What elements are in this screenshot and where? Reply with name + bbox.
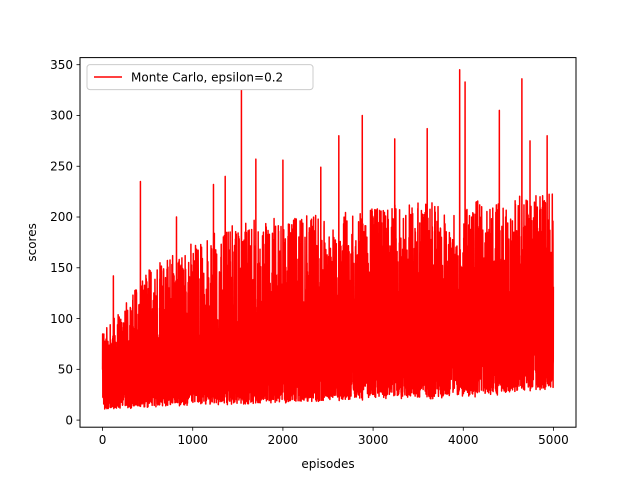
x-axis-label: episodes bbox=[301, 457, 354, 471]
series-line bbox=[101, 69, 555, 410]
x-tick-label: 5000 bbox=[538, 433, 569, 447]
legend-box bbox=[86, 64, 314, 91]
y-tick-label: 150 bbox=[50, 261, 73, 275]
y-tick-label: 250 bbox=[50, 159, 73, 173]
y-tick-label: 200 bbox=[50, 210, 73, 224]
legend: Monte Carlo, epsilon=0.2 bbox=[86, 64, 314, 91]
x-tick-label: 2000 bbox=[268, 433, 299, 447]
axes: 0 1000 2000 3000 4000 5000 0 50 100 150 200 250 300 3… bbox=[50, 58, 569, 447]
x-tick-label: 1000 bbox=[177, 433, 208, 447]
plot-frame bbox=[79, 57, 577, 428]
plot-area bbox=[101, 69, 555, 410]
legend-label: Monte Carlo, epsilon=0.2 bbox=[131, 71, 283, 85]
y-tick-label: 0 bbox=[65, 413, 73, 427]
x-tick-label: 3000 bbox=[358, 433, 389, 447]
x-tick-label: 4000 bbox=[448, 433, 479, 447]
y-axis-label: scores bbox=[25, 223, 39, 262]
y-tick-label: 100 bbox=[50, 312, 73, 326]
y-tick-label: 350 bbox=[50, 58, 73, 72]
y-tick-label: 300 bbox=[50, 109, 73, 123]
y-tick-label: 50 bbox=[58, 363, 73, 377]
x-tick-label: 0 bbox=[99, 433, 107, 447]
